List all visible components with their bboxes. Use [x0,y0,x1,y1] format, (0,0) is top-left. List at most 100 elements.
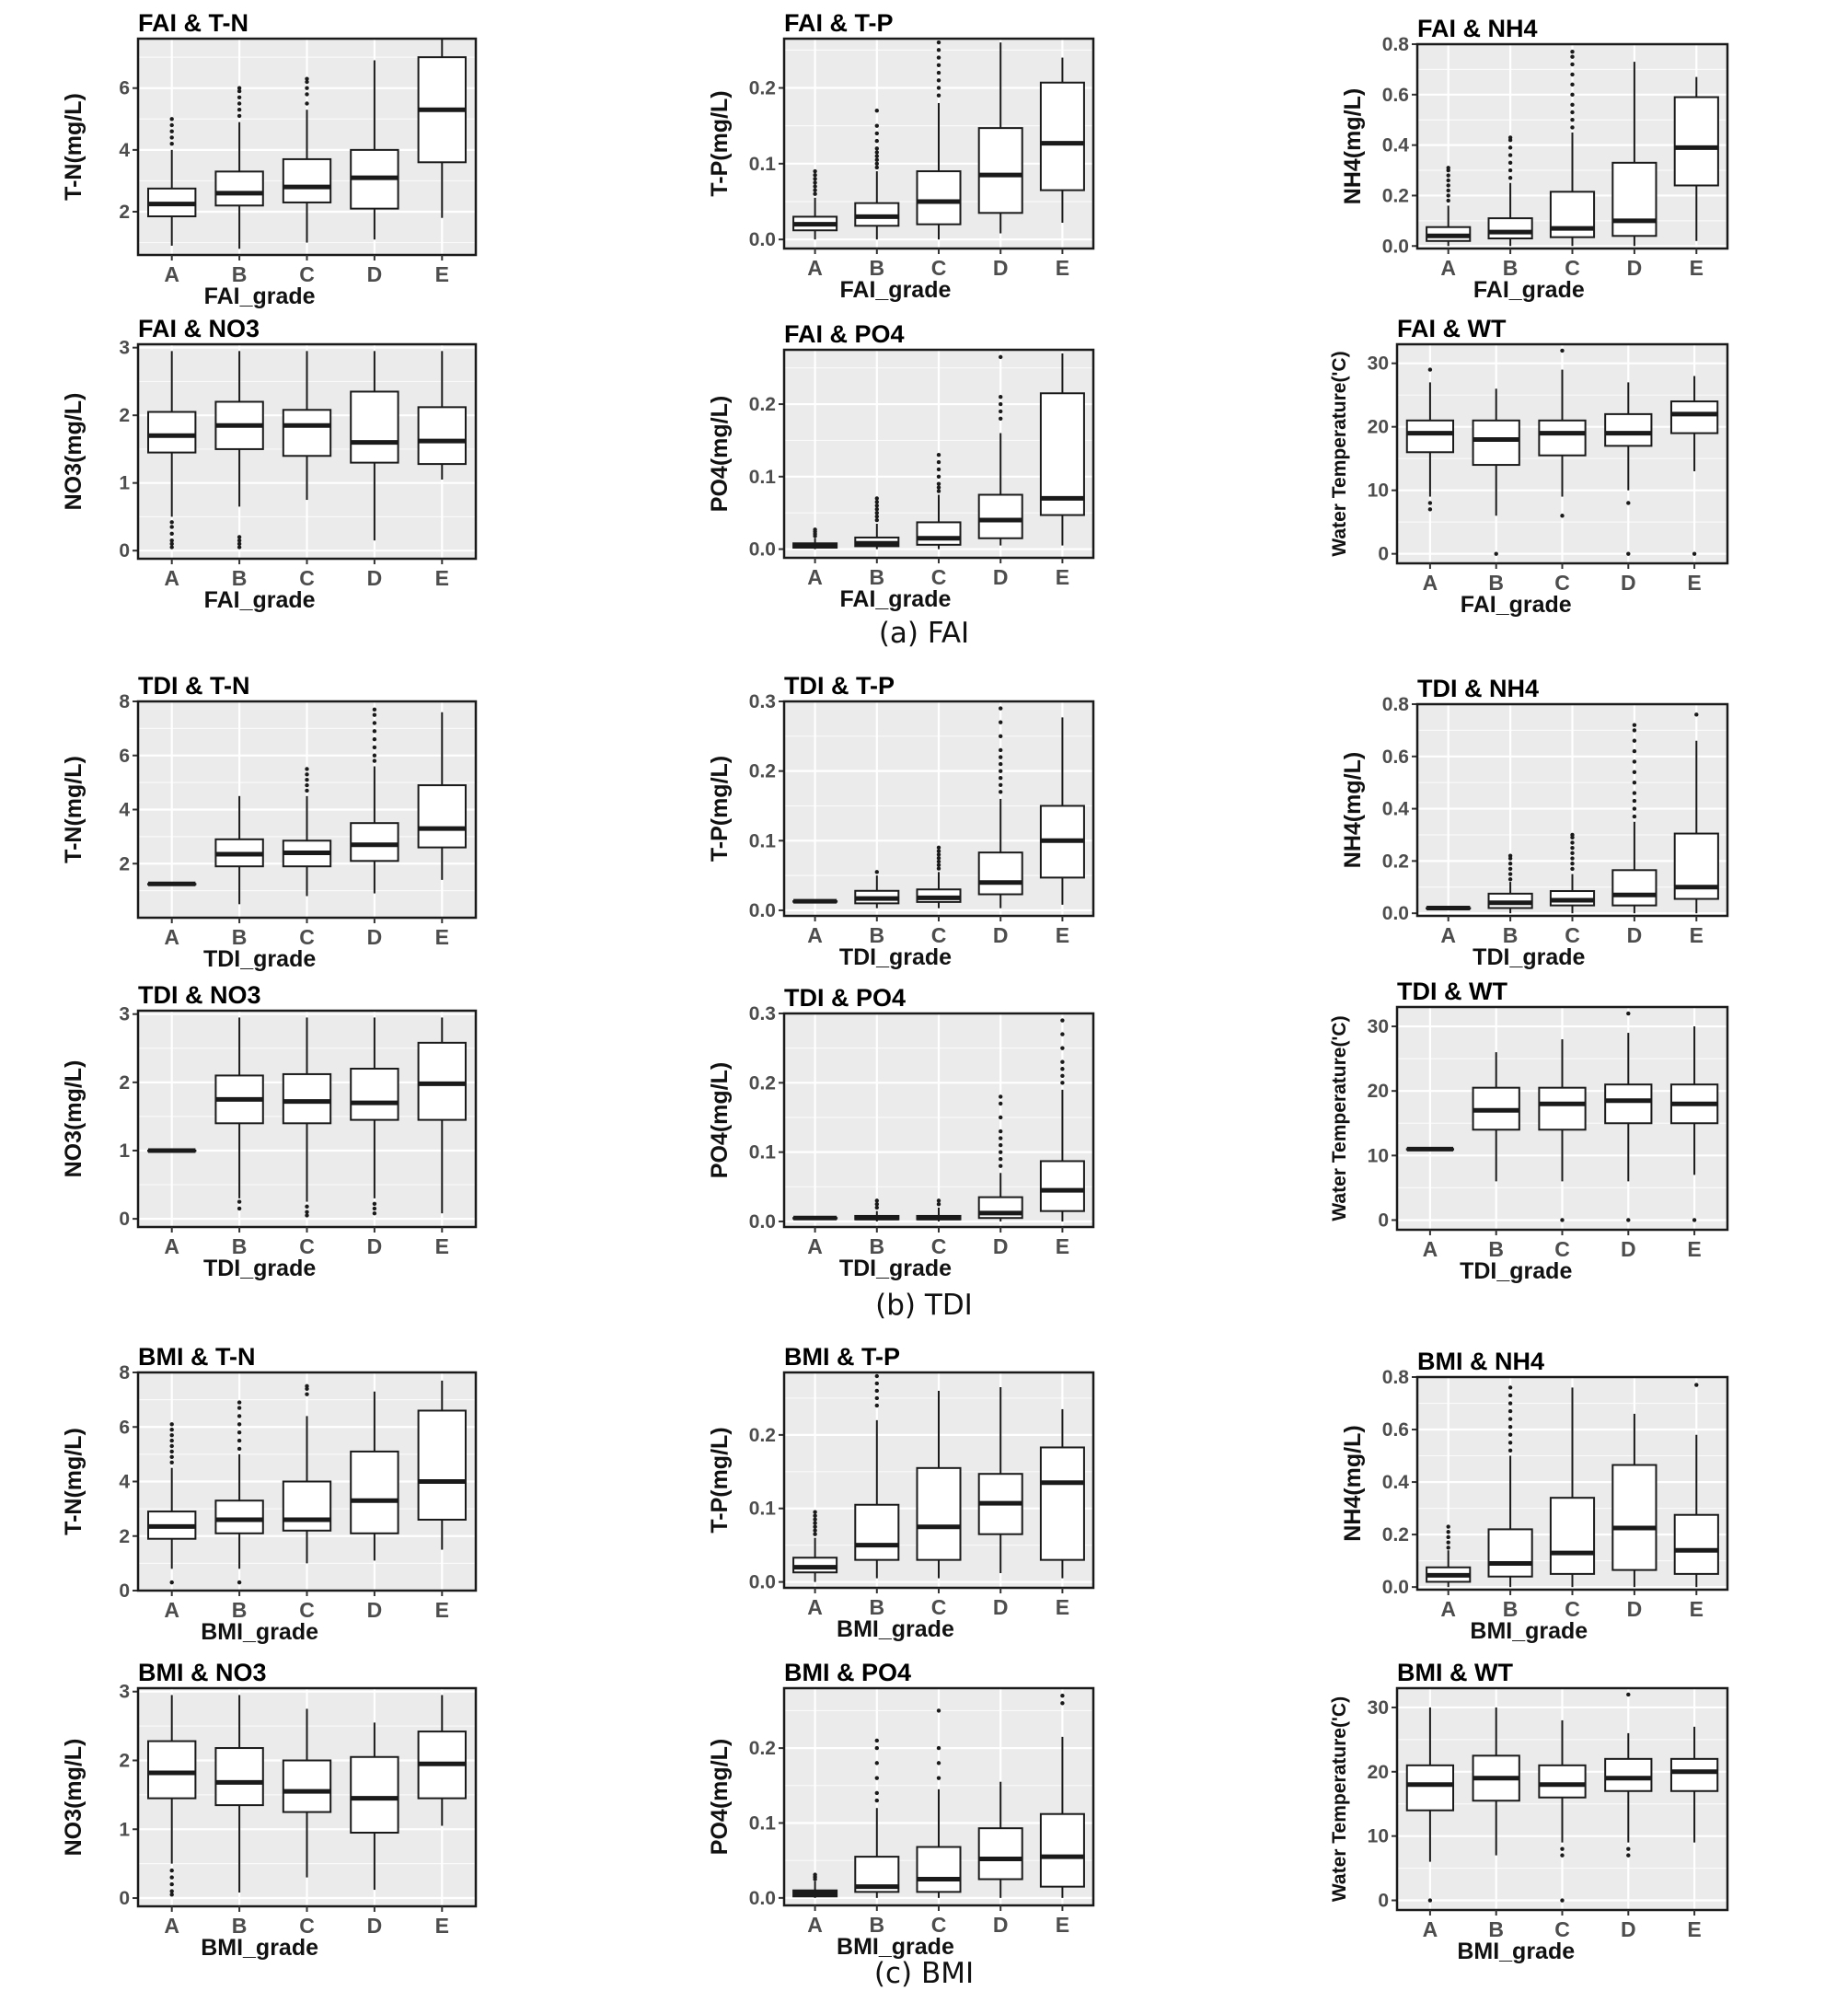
outlier-point [1446,198,1450,203]
outlier-point [1446,178,1450,183]
outlier-point [1694,712,1699,717]
y-axis-title: T-N(mg/L) [61,93,87,201]
box-iqr [1604,412,1653,447]
x-tick-label: C [931,923,947,947]
y-tick-label: 0 [1378,1210,1389,1231]
outlier-point [936,78,941,83]
box-E [417,1695,467,1826]
y-tick-label: 4 [119,800,130,821]
box-C [1538,348,1587,518]
outlier-point [305,101,309,106]
outlier-point [1060,1032,1065,1036]
x-tick-label: C [299,1914,315,1938]
box-iqr [1487,1528,1533,1578]
outlier-point [1570,862,1575,866]
outlier-point [237,1400,242,1405]
outlier-point [874,1745,879,1751]
box-A [792,1215,838,1221]
outlier-point [1692,551,1697,556]
outlier-point [1560,348,1565,353]
outlier-point [999,734,1003,739]
y-axis-title: PO4(mg/L) [707,1739,733,1855]
box-C [282,351,332,501]
y-axis-title: T-P(mg/L) [707,1427,733,1533]
outlier-point [1507,145,1513,150]
outlier-point [936,1745,941,1751]
outlier-point [169,1868,174,1873]
outlier-point [1570,72,1575,77]
chart-title: TDI & T-P [784,672,895,700]
outlier-point [1507,1441,1513,1445]
box-D [1611,723,1657,914]
chart-panel: 0.0 0.1 0.2 A B C D E BMI_grade PO4(mg/L) BMI & PO… [707,1659,1095,1960]
chart-panel: 0 2 4 6 8 A B C D E BMI_grade T-N(mg/L) BMI & T-N [61,1343,478,1645]
box-E [1673,712,1719,914]
outlier-point [936,485,941,490]
outlier-point [999,1142,1003,1148]
outlier-point [1570,840,1575,845]
outlier-point [1507,153,1513,157]
box-iqr [214,1499,264,1534]
outlier-point [999,1129,1003,1134]
outlier-point [305,782,309,788]
outlier-point [237,538,242,543]
x-tick-label: C [931,1595,947,1619]
y-tick-label: 10 [1368,1826,1389,1847]
y-axis-title: NH4(mg/L) [1340,88,1366,204]
box-C [282,1017,332,1218]
y-tick-label: 0.0 [1382,903,1409,924]
x-tick-label: E [1690,256,1704,280]
x-tick-label: B [1488,1917,1504,1941]
box-iqr [977,493,1023,539]
y-tick-label: 0.0 [749,1211,776,1233]
x-tick-label: B [232,925,248,949]
box-A [147,881,197,886]
box-D [1604,1692,1653,1858]
box-E [417,39,467,218]
chart-panel: 0.0 0.1 0.2 A B C D E FAI_grade T-P(mg/L) FAI & T-… [707,9,1095,303]
outlier-point [169,1881,174,1887]
outlier-point [813,1524,817,1529]
y-tick-label: 8 [119,1362,130,1383]
outlier-point [813,1517,817,1522]
y-axis-title: Water Temperature('C) [1329,1696,1350,1902]
y-tick-label: 2 [119,405,130,426]
box-D [1604,1011,1653,1222]
y-tick-label: 0.0 [749,539,776,561]
x-tick-label: A [807,1595,823,1619]
y-axis-title: Water Temperature('C) [1329,1015,1350,1221]
y-tick-label: 0.0 [1382,236,1409,257]
x-tick-label: A [164,262,179,286]
x-tick-label: C [1554,571,1570,595]
outlier-point [999,401,1003,407]
x-tick-label: E [1056,923,1069,947]
outlier-point [1570,832,1575,838]
x-tick-label: D [993,565,1009,589]
outlier-point [936,1776,941,1780]
y-axis-title: NH4(mg/L) [1340,752,1366,868]
box-D [977,1094,1023,1221]
y-tick-label: 0.2 [749,394,776,415]
outlier-point [1507,877,1513,882]
outlier-point [874,1388,879,1394]
outlier-point [372,729,377,734]
box-C [916,1390,962,1579]
outlier-point [1507,1385,1513,1390]
chart-title: BMI & PO4 [784,1659,911,1686]
x-tick-label: C [931,256,947,280]
outlier-point [1427,507,1433,512]
outlier-point [936,859,941,864]
outlier-point [999,747,1003,753]
box-C [282,76,332,243]
x-tick-label: E [1687,1237,1701,1261]
box-iqr [1673,1513,1719,1575]
outlier-point [372,758,377,763]
box-C [916,452,962,550]
y-tick-label: 0.4 [1382,1472,1410,1493]
y-tick-label: 0.8 [1382,694,1410,715]
box-iqr [417,1409,467,1521]
y-tick-label: 0.0 [749,229,776,250]
box-A [147,1148,197,1153]
x-tick-label: E [1687,571,1701,595]
outlier-point [813,172,817,178]
